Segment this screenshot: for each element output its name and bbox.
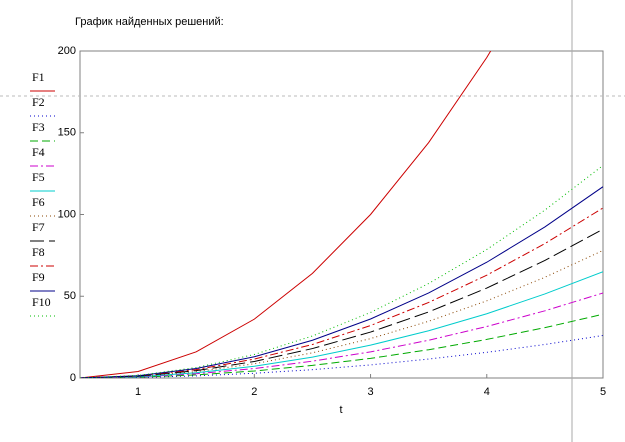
plot-lines — [80, 51, 603, 378]
legend-label: F9 — [32, 270, 45, 284]
legend-label: F2 — [32, 95, 45, 109]
series-line — [80, 228, 603, 378]
y-tick-label: 100 — [58, 208, 76, 220]
legend-label: F6 — [32, 195, 45, 209]
series-line — [80, 271, 603, 378]
y-tick-label: 200 — [58, 45, 76, 57]
series-line — [80, 186, 603, 378]
series-line — [80, 292, 603, 378]
legend-label: F3 — [32, 120, 45, 134]
series-line — [80, 313, 603, 378]
x-axis-label: t — [339, 404, 342, 416]
x-tick-label: 1 — [135, 386, 141, 398]
chart-title: График найденных решений: — [75, 16, 224, 28]
y-tick-label: 50 — [64, 290, 76, 302]
legend-label: F10 — [32, 295, 51, 309]
x-tick-label: 2 — [251, 386, 257, 398]
legend-label: F7 — [32, 220, 45, 234]
series-line — [80, 51, 492, 378]
series-line — [80, 165, 603, 378]
legend-label: F5 — [32, 170, 45, 184]
x-tick-label: 4 — [484, 386, 490, 398]
x-tick-label: 3 — [367, 386, 373, 398]
y-tick-label: 0 — [70, 372, 76, 384]
x-tick-label: 5 — [600, 386, 606, 398]
series-line — [80, 207, 603, 378]
plot-frame — [79, 50, 604, 379]
legend-label: F4 — [32, 145, 45, 159]
legend-label: F8 — [32, 245, 45, 259]
y-tick-label: 150 — [58, 127, 76, 139]
series-line — [80, 250, 603, 378]
legend-label: F1 — [32, 70, 45, 84]
